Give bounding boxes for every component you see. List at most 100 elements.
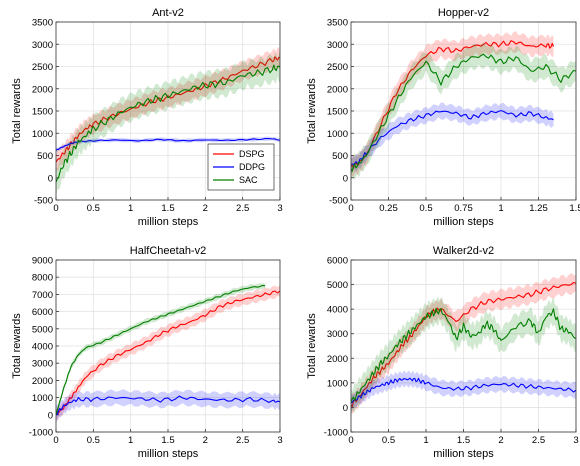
- x-tick-label: 0.5: [382, 435, 395, 446]
- x-tick-label: 3: [573, 435, 578, 446]
- y-tick-label: 0: [48, 410, 53, 421]
- x-tick-label: 1.25: [529, 203, 548, 214]
- y-tick-label: 3000: [327, 329, 348, 340]
- axes-frame: [350, 21, 577, 201]
- x-tick-label: 1.5: [569, 203, 580, 214]
- x-tick-label: 3: [277, 203, 282, 214]
- x-tick-label: 3: [277, 435, 282, 446]
- y-axis-label: Total rewards: [306, 313, 318, 379]
- y-tick-label: 3000: [32, 359, 53, 370]
- y-tick-label: 1500: [327, 107, 348, 118]
- x-tick-label: 2.5: [236, 435, 249, 446]
- series-band-2: [56, 52, 280, 198]
- x-tick-label: 0.5: [87, 435, 100, 446]
- y-tick-label: 0: [48, 173, 53, 184]
- series-band-0: [56, 285, 280, 420]
- legend: DSPG DDPG SAC: [207, 143, 275, 191]
- panel-3: 0 0.5 1 1.5 2 2.5 3-10000100020003000400050006…: [306, 245, 579, 460]
- y-tick-label: 2500: [327, 62, 348, 73]
- chart-title: Ant-v2: [152, 7, 184, 19]
- series-line-2: [351, 307, 576, 403]
- legend-entry: DSPG: [239, 149, 265, 159]
- series-band-0: [351, 273, 576, 414]
- y-tick-label: -1000: [29, 428, 53, 439]
- x-tick-label: 0: [53, 203, 58, 214]
- y-tick-label: 2000: [32, 84, 53, 95]
- x-axis-label: million steps: [138, 216, 199, 228]
- y-tick-label: 7000: [32, 290, 53, 301]
- axes-frame: [55, 21, 281, 201]
- series-line-1: [351, 377, 576, 404]
- y-tick-label: 500: [37, 151, 53, 162]
- y-tick-label: -1000: [324, 428, 348, 439]
- y-tick-label: 2500: [32, 62, 53, 73]
- x-tick-label: 2.5: [236, 203, 249, 214]
- series-line-0: [351, 40, 555, 169]
- legend-entry: SAC: [239, 175, 258, 185]
- chart-title: Walker2d-v2: [433, 245, 494, 257]
- y-axis-label: Total rewards: [11, 78, 23, 144]
- panel-1: 0 0.25 0.5 0.75 1 1.25 1.5-5000500100015002000…: [306, 7, 580, 228]
- y-tick-label: 1000: [327, 129, 348, 140]
- y-tick-label: 1000: [32, 129, 53, 140]
- panel-0: 0 0.5 1 1.5 2 2.5 3-50005001000150020002500300…: [11, 7, 283, 228]
- series-band-2: [351, 297, 576, 417]
- x-tick-label: 1.5: [457, 435, 470, 446]
- series-band-1: [351, 102, 554, 173]
- x-axis-label: million steps: [138, 448, 199, 460]
- axes-frame: [55, 259, 281, 433]
- series-band-1: [351, 370, 576, 411]
- chart-title: HalfCheetah-v2: [130, 245, 206, 257]
- y-tick-label: 5000: [327, 280, 348, 291]
- x-tick-label: 1: [498, 203, 503, 214]
- y-tick-label: 0: [343, 173, 348, 184]
- series-line-1: [351, 110, 554, 166]
- x-tick-label: 0: [53, 435, 58, 446]
- x-tick-label: 1.5: [161, 435, 174, 446]
- x-tick-label: 0.5: [419, 203, 432, 214]
- y-tick-label: 500: [332, 151, 348, 162]
- x-tick-label: 2: [203, 435, 208, 446]
- axes-frame: [350, 259, 577, 433]
- x-tick-label: 2.5: [532, 435, 545, 446]
- y-tick-label: -500: [34, 196, 53, 207]
- y-tick-label: 6000: [32, 307, 53, 318]
- x-tick-label: 2: [498, 435, 503, 446]
- chart-title: Hopper-v2: [438, 7, 489, 19]
- y-tick-label: 0: [343, 403, 348, 414]
- x-tick-label: 0.75: [454, 203, 473, 214]
- x-tick-label: 0.25: [379, 203, 398, 214]
- series-line-2: [56, 284, 266, 415]
- y-tick-label: 3000: [32, 40, 53, 51]
- x-axis-label: million steps: [433, 216, 494, 228]
- x-tick-label: 0: [348, 203, 353, 214]
- x-tick-label: 1: [128, 435, 133, 446]
- series-line-0: [56, 290, 280, 416]
- x-tick-label: 0.5: [87, 203, 100, 214]
- x-tick-label: 2: [203, 203, 208, 214]
- series-band-2: [351, 42, 576, 182]
- y-tick-label: 2000: [327, 354, 348, 365]
- x-tick-label: 1.5: [161, 203, 174, 214]
- y-tick-label: 6000: [327, 256, 348, 267]
- y-tick-label: 1500: [32, 107, 53, 118]
- series-line-1: [56, 137, 280, 151]
- y-tick-label: -500: [329, 196, 348, 207]
- y-tick-label: 8000: [32, 273, 53, 284]
- series-line-1: [56, 395, 280, 416]
- legend-entry: DDPG: [239, 162, 265, 172]
- x-axis-label: million steps: [433, 448, 494, 460]
- series-line-0: [351, 281, 576, 407]
- y-tick-label: 1000: [327, 378, 348, 389]
- x-tick-label: 1: [423, 435, 428, 446]
- y-tick-label: 2000: [327, 84, 348, 95]
- y-tick-label: 3500: [327, 18, 348, 29]
- panel-2: 0 0.5 1 1.5 2 2.5 3-10000100020003000400050006…: [11, 245, 283, 460]
- y-tick-label: 5000: [32, 324, 53, 335]
- y-tick-label: 3500: [32, 18, 53, 29]
- y-tick-label: 3000: [327, 40, 348, 51]
- y-tick-label: 1000: [32, 393, 53, 404]
- x-tick-label: 1: [128, 203, 133, 214]
- y-tick-label: 4000: [327, 305, 348, 316]
- x-tick-label: 0: [348, 435, 353, 446]
